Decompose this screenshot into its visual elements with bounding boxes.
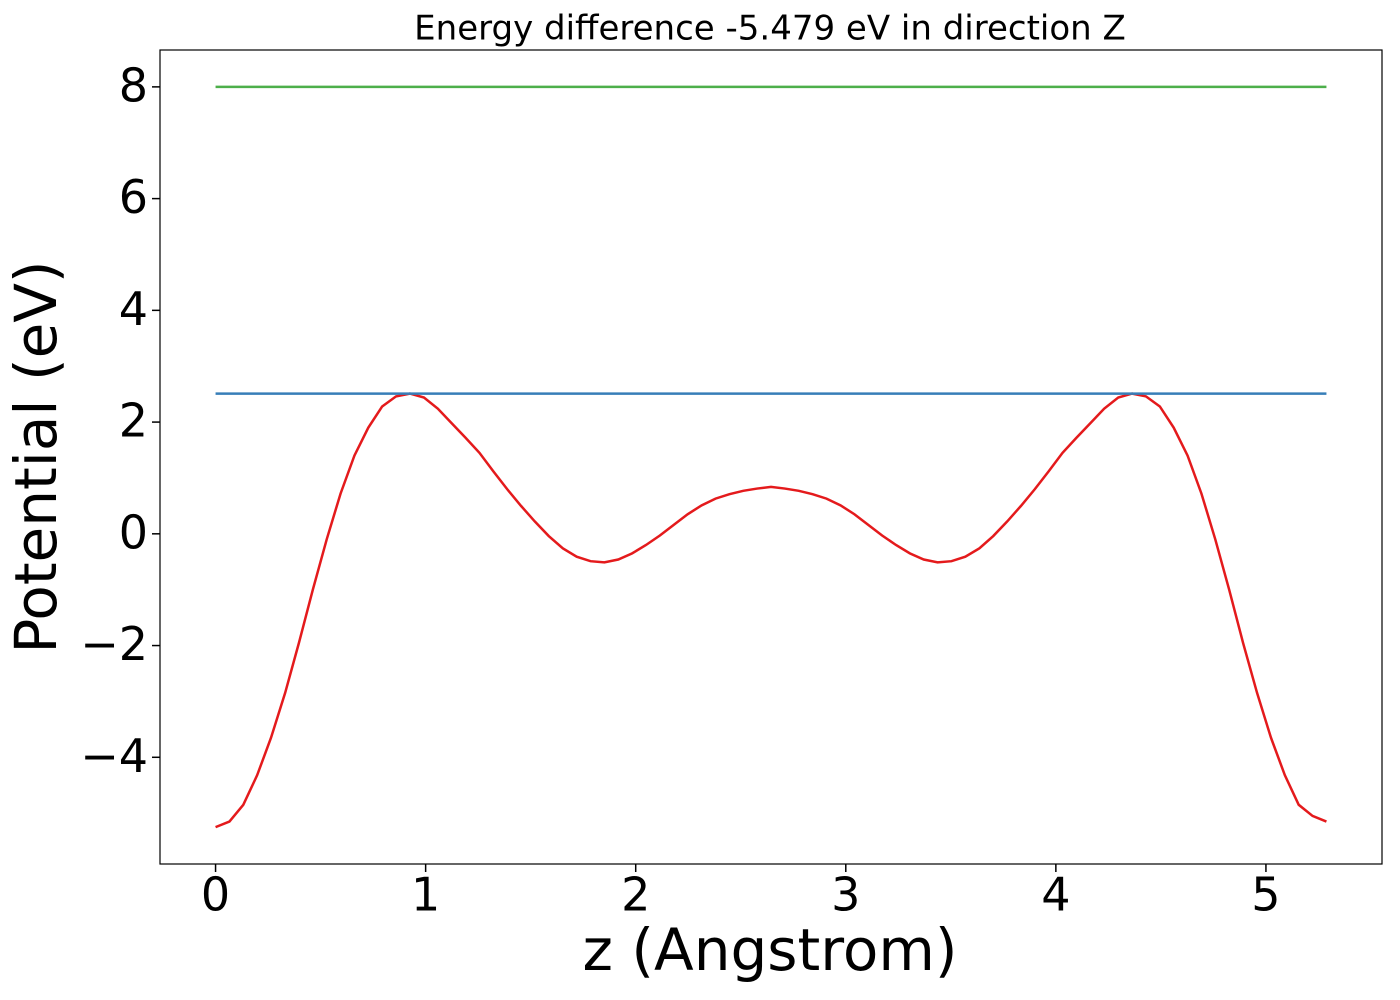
y-tick-label: −4 xyxy=(80,729,148,783)
y-tick-label: 0 xyxy=(119,505,148,559)
y-axis-label: Potential (eV) xyxy=(2,260,70,653)
x-tick-label: 4 xyxy=(1041,868,1070,922)
y-tick-label: −2 xyxy=(80,617,148,671)
x-tick-label: 1 xyxy=(411,868,440,922)
x-tick-label: 5 xyxy=(1251,868,1280,922)
y-tick-label: 4 xyxy=(119,282,148,336)
y-tick-label: 8 xyxy=(119,58,148,112)
x-axis-label: z (Angstrom) xyxy=(583,916,958,984)
x-tick-label: 0 xyxy=(201,868,230,922)
y-tick-label: 2 xyxy=(119,394,148,448)
x-tick-label: 2 xyxy=(621,868,650,922)
x-tick-label: 3 xyxy=(831,868,860,922)
line xyxy=(215,392,1327,829)
chart-title: Energy difference -5.479 eV in direction… xyxy=(414,9,1126,49)
y-tick-label: 6 xyxy=(119,170,148,224)
plot-frame xyxy=(159,49,1383,865)
